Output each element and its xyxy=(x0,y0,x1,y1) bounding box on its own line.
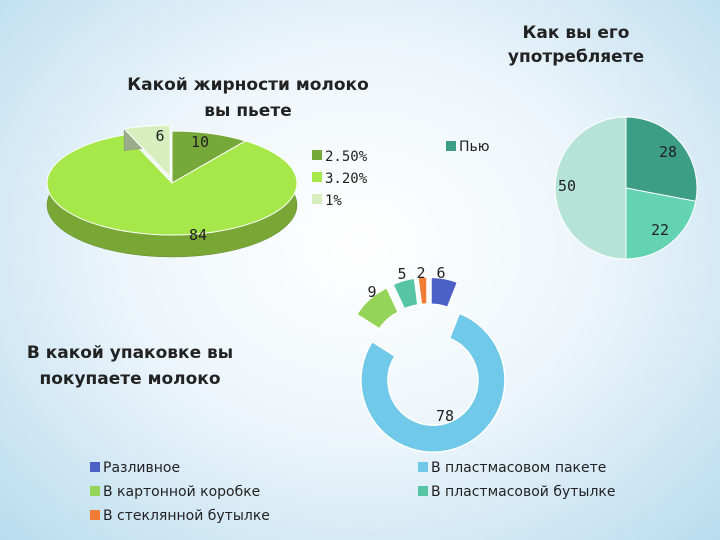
pack-legend-swatch-4 xyxy=(90,510,100,520)
fat-legend-label-2: 1% xyxy=(325,193,342,209)
pack-chart-title-line2: покупаете молоко xyxy=(39,369,220,389)
usage-data-label-2: 50 xyxy=(558,177,576,195)
pack-chart: В какой упаковке вы покупаете молоко 6 78… xyxy=(27,264,616,524)
usage-chart-title-line2: употребляете xyxy=(508,47,644,67)
usage-data-label-1: 22 xyxy=(651,221,669,239)
fat-slice-0 xyxy=(171,130,247,184)
pack-legend-label-1: В пластмасовом пакете xyxy=(431,460,606,476)
pack-chart-slices: 6 78 9 5 2 xyxy=(355,264,506,453)
pack-chart-title-line1: В какой упаковке вы xyxy=(27,343,233,363)
pack-legend-swatch-0 xyxy=(90,462,100,472)
usage-chart-legend: Пью xyxy=(446,139,490,155)
fat-slice-1 xyxy=(46,134,298,236)
pack-legend-label-3: В пластмасовой бутылке xyxy=(431,484,616,500)
fat-chart: Какой жирности молоко вы пьете 10 84 6 2.5… xyxy=(46,75,369,258)
fat-legend-swatch-0 xyxy=(312,150,322,160)
usage-chart-title-line1: Как вы его xyxy=(523,23,630,43)
pack-slice-3 xyxy=(391,277,419,310)
pack-legend-swatch-3 xyxy=(418,486,428,496)
pack-legend-swatch-2 xyxy=(90,486,100,496)
usage-legend-swatch xyxy=(446,141,456,151)
fat-legend-label-1: 3.20% xyxy=(325,171,368,187)
pack-data-label-4: 2 xyxy=(416,264,425,282)
fat-chart-title-line1: Какой жирности молоко xyxy=(127,75,369,95)
usage-chart-slices: 28 22 50 xyxy=(554,116,698,260)
pack-data-label-3: 5 xyxy=(397,265,406,283)
pack-data-label-2: 9 xyxy=(367,283,376,301)
fat-legend-label-0: 2.50% xyxy=(325,149,368,165)
pack-slice-0 xyxy=(430,276,459,309)
pack-legend-swatch-1 xyxy=(418,462,428,472)
pack-legend-label-4: В стеклянной бутылке xyxy=(103,508,270,524)
pack-slice-2 xyxy=(355,286,400,330)
usage-slice-1 xyxy=(625,187,697,260)
usage-slice-0 xyxy=(625,116,698,202)
fat-data-label-1: 84 xyxy=(189,226,207,244)
pack-data-label-1: 78 xyxy=(436,407,454,425)
pack-legend-label-0: Разливное xyxy=(103,460,180,476)
fat-legend-swatch-2 xyxy=(312,194,322,204)
fat-chart-title-line2: вы пьете xyxy=(204,101,291,121)
fat-slice-2 xyxy=(123,124,171,179)
fat-chart-legend: 2.50% 3.20% 1% xyxy=(312,149,368,209)
pack-legend-label-2: В картонной коробке xyxy=(103,484,260,500)
pack-slice-1 xyxy=(360,312,506,453)
pack-slice-4 xyxy=(417,276,428,306)
fat-legend-swatch-1 xyxy=(312,172,322,182)
fat-chart-slices: 10 84 6 xyxy=(46,124,298,258)
pack-chart-legend: Разливное В пластмасовом пакете В картонно… xyxy=(90,460,616,524)
usage-slice-2 xyxy=(554,116,627,260)
usage-chart: Как вы его употребляете 28 22 50 Пью xyxy=(446,23,698,260)
pack-data-label-0: 6 xyxy=(436,264,445,282)
fat-data-label-0: 10 xyxy=(191,133,209,151)
usage-legend-label: Пью xyxy=(459,139,490,155)
fat-data-label-2: 6 xyxy=(155,127,164,145)
usage-data-label-0: 28 xyxy=(659,143,677,161)
